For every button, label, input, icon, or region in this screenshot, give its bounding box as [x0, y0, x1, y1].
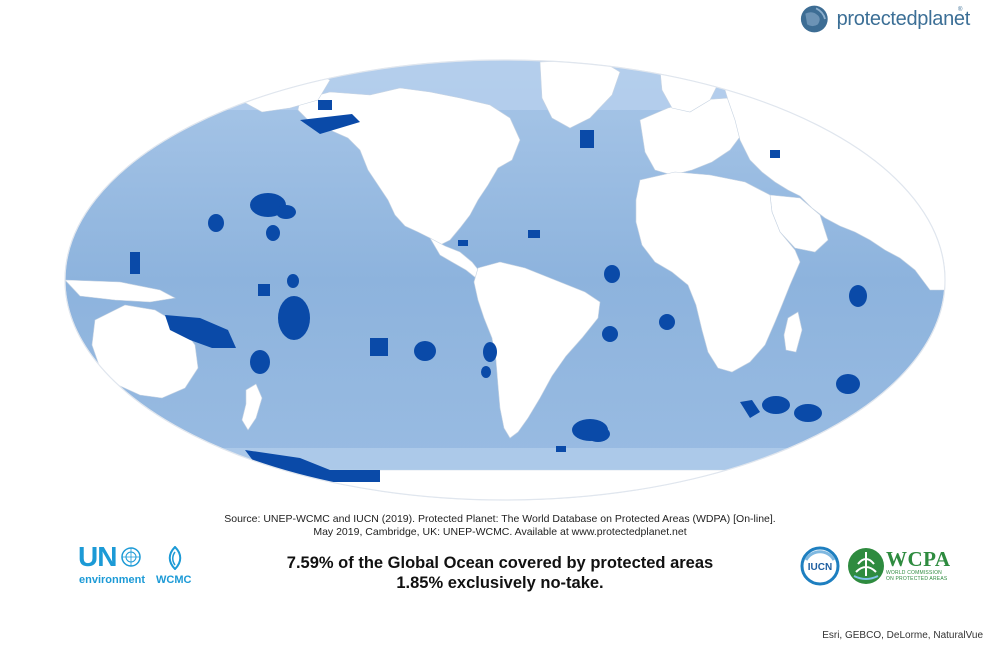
wcpa-wordmark: WCPA WORLD COMMISSION ON PROTECTED AREAS	[886, 548, 966, 582]
mpa-pacific-11	[483, 342, 497, 362]
protectedplanet-logo[interactable]: protectedplanet	[800, 2, 970, 36]
mpa-pacific-5	[287, 274, 299, 288]
wcpa-tagline-1: WORLD COMMISSION	[886, 570, 942, 576]
mpa-atlantic-5	[586, 426, 610, 442]
un-environment-text: environment	[79, 574, 146, 586]
north-america	[297, 87, 521, 246]
new-zealand	[241, 383, 263, 431]
mpa-indian-3	[762, 396, 790, 414]
un-text: UN	[78, 541, 117, 572]
globe-icon	[800, 5, 828, 33]
mpa-pacific-12	[481, 366, 491, 378]
iucn-icon: IUCN	[800, 546, 840, 586]
mpa-pacific-3	[208, 214, 224, 232]
wcmc-text: WCMC	[156, 574, 192, 586]
marine-protected-areas	[130, 66, 867, 482]
source-line-2: May 2019, Cambridge, UK: UNEP-WCMC. Avai…	[313, 526, 687, 538]
mpa-atlantic-3	[659, 314, 675, 330]
south-america	[473, 261, 601, 439]
brand-name: protectedplanet	[836, 7, 971, 30]
mpa-patagonia	[556, 446, 566, 452]
world-ocean-map	[64, 59, 946, 501]
stat-line-1: 7.59% of the Global Ocean covered by pro…	[286, 554, 714, 572]
mpa-indian-4	[794, 404, 822, 422]
mpa-caribbean	[528, 230, 540, 238]
mpa-gulf	[458, 240, 468, 246]
mpa-coral-sea	[165, 315, 236, 348]
mpa-pacific-7	[258, 284, 270, 296]
mpa-hawaii	[130, 252, 140, 274]
un-environment-logo: UN environment	[78, 541, 150, 588]
mpa-indian-1	[849, 285, 867, 307]
mpa-bering	[318, 100, 332, 110]
wcpa-icon	[848, 548, 884, 584]
source-citation: Source: UNEP-WCMC and IUCN (2019). Prote…	[0, 513, 1000, 539]
africa	[635, 171, 801, 373]
source-line-1: Source: UNEP-WCMC and IUCN (2019). Prote…	[224, 513, 776, 525]
mpa-pacific-8	[250, 350, 270, 374]
wcmc-logo: WCMC	[156, 546, 196, 588]
mpa-mozambique	[740, 400, 760, 418]
madagascar	[783, 311, 803, 353]
mpa-north-atlantic	[580, 130, 594, 148]
brand-registered-mark: ®	[958, 7, 963, 13]
un-emblem-icon	[121, 547, 141, 567]
wcpa-tagline-2: ON PROTECTED AREAS	[886, 576, 948, 582]
mpa-pacific-2	[276, 205, 296, 219]
mpa-pacific-9	[370, 338, 388, 356]
indonesia	[65, 279, 176, 303]
iucn-text: IUCN	[808, 562, 832, 573]
stat-line-2: 1.85% exclusively no-take.	[396, 574, 604, 592]
mpa-pacific-10	[414, 341, 436, 361]
mpa-mediterranean	[770, 150, 780, 158]
map-credits: Esri, GEBCO, DeLorme, NaturalVue	[822, 630, 983, 641]
mpa-pacific-6	[278, 296, 310, 340]
mpa-alaska	[300, 114, 360, 134]
map-border	[64, 59, 946, 501]
mpa-atlantic-1	[604, 265, 620, 283]
mpa-arctic-1	[678, 66, 708, 70]
wcmc-icon	[168, 546, 182, 570]
wcpa-text: WCPA	[886, 547, 951, 571]
antarctic-shelf	[120, 448, 880, 470]
mpa-pacific-4	[266, 225, 280, 241]
mpa-indian-2	[836, 374, 860, 394]
mpa-atlantic-2	[602, 326, 618, 342]
ocean-coverage-statistics: 7.59% of the Global Ocean covered by pro…	[0, 553, 1000, 593]
